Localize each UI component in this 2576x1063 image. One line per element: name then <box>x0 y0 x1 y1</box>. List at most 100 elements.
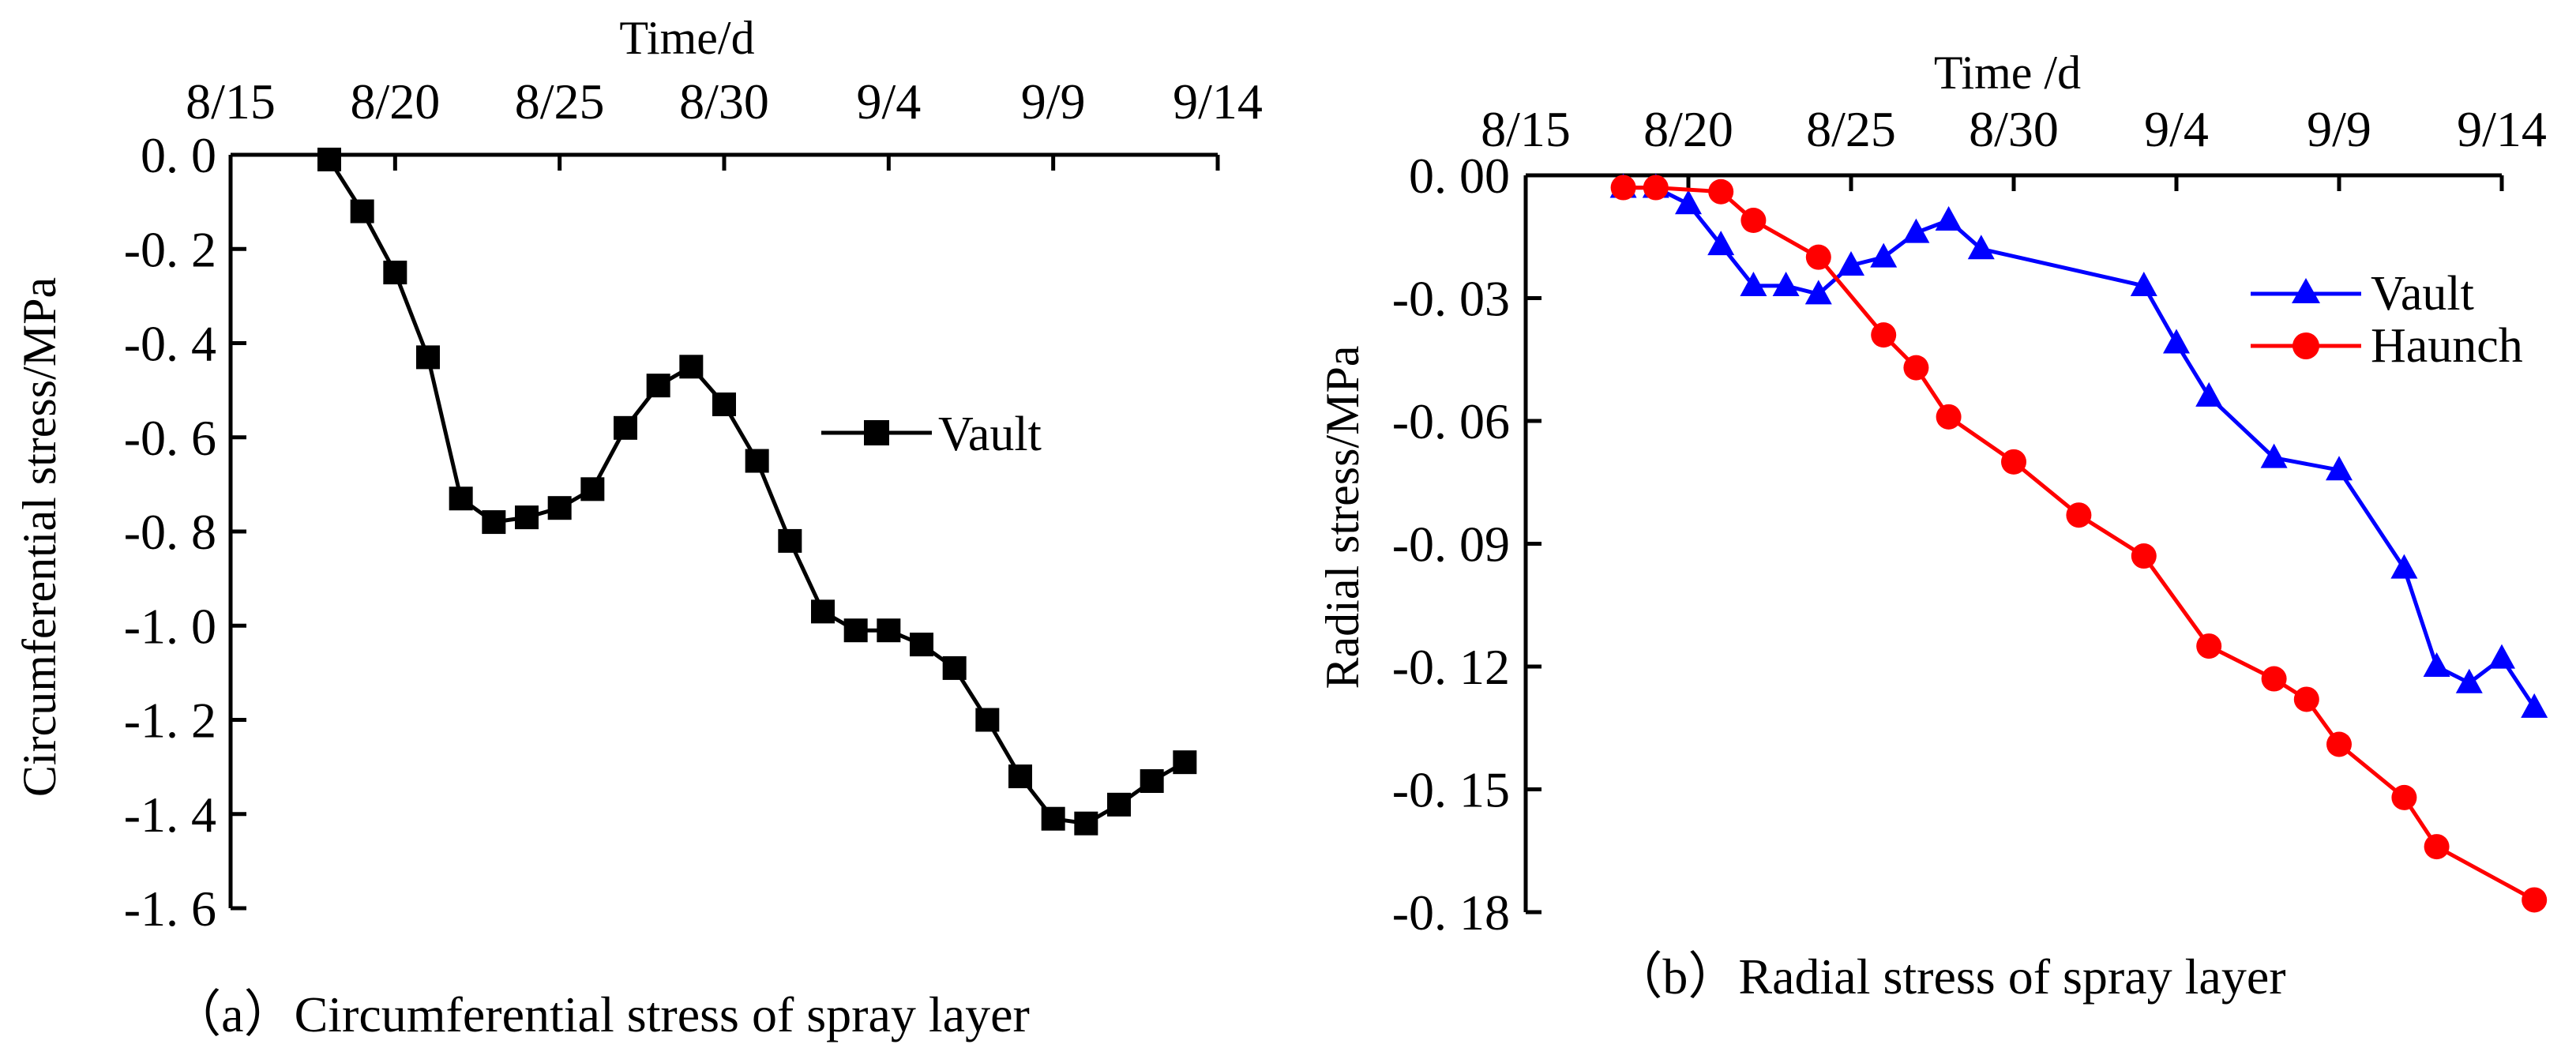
chart-b-vault-point <box>2260 443 2288 468</box>
chart-b-haunch-point <box>1936 404 1962 430</box>
chart-a-y-ticks: 0. 0 -0. 2 -0. 4 -0. 6 -0. 8 -1. 0 -1. 2 -1. 4 -… <box>124 127 246 937</box>
chart-a-vault-point <box>778 528 802 553</box>
chart-b-haunch-point <box>1708 178 1734 205</box>
chart-b-y-tick-label: 0. 00 <box>1409 148 1510 204</box>
chart-b-x-tick-label: 9/14 <box>2457 101 2547 157</box>
chart-a-legend: Vault <box>821 408 1042 461</box>
chart-a-circumferential-stress: Time/d Circumferential stress/MPa 8/15 8/… <box>13 12 1263 1042</box>
chart-b-x-tick-label: 8/25 <box>1806 101 1896 157</box>
chart-a-vault-point <box>745 449 769 473</box>
chart-a-y-tick-label: -0. 8 <box>124 504 216 560</box>
chart-b-vault-point <box>1967 235 1995 260</box>
chart-b-haunch-point <box>1740 208 1767 234</box>
chart-b-vault-point <box>1772 271 1800 296</box>
chart-a-vault-point <box>843 618 868 643</box>
chart-a-vault-point <box>1107 792 1131 817</box>
chart-a-axes <box>228 152 1218 908</box>
chart-b-radial-stress: Time /d Radial stress/MPa 8/15 8/20 8/25 8/… <box>1316 47 2548 1005</box>
chart-a-vault-point <box>1041 806 1065 831</box>
chart-b-vault-point <box>1902 218 1930 243</box>
chart-a-ylabel: Circumferential stress/MPa <box>13 277 66 797</box>
chart-b-vault-point <box>1740 271 1767 296</box>
chart-b-haunch-point <box>2131 543 2157 569</box>
chart-a-vault-point <box>614 415 637 440</box>
chart-a-x-tick-label: 9/4 <box>856 73 921 130</box>
chart-a-series <box>317 147 1197 836</box>
chart-b-caption: （b）Radial stress of spray layer <box>1612 948 2285 1005</box>
chart-b-x-ticks: 8/15 8/20 8/25 8/30 9/4 9/9 9/14 <box>1481 101 2547 191</box>
chart-a-vault-point <box>646 374 670 398</box>
chart-b-vault-point <box>2390 554 2418 579</box>
chart-b-legend-vault-label: Vault <box>2371 267 2474 321</box>
chart-b-legend-haunch-label: Haunch <box>2371 319 2523 373</box>
chart-b-vault-point <box>2326 456 2353 481</box>
chart-a-vault-point <box>1140 769 1164 794</box>
chart-a-vault-point <box>383 261 407 285</box>
chart-b-haunch-point <box>1643 175 1669 201</box>
chart-b-series <box>1609 173 2548 913</box>
chart-a-x-ticks: 8/15 8/20 8/25 8/30 9/4 9/9 9/14 <box>186 73 1263 171</box>
chart-a-vault-point <box>416 345 440 370</box>
chart-b-vault-point <box>2521 693 2548 718</box>
chart-b-haunch-point <box>2196 633 2222 659</box>
chart-a-vault-point <box>580 477 605 501</box>
chart-a-vault-point <box>712 393 736 417</box>
chart-b-vault-point <box>1935 206 1962 231</box>
chart-a-vault-point <box>877 618 901 643</box>
chart-b-y-ticks: 0. 00 -0. 03 -0. 06 -0. 09 -0. 12 -0. 15 -0. 1… <box>1392 148 1541 941</box>
chart-a-vault-point <box>679 355 704 379</box>
chart-a-vault-point <box>910 633 933 657</box>
chart-b-haunch-point <box>2293 686 2319 712</box>
chart-b-y-tick-label: -0. 12 <box>1392 639 1510 695</box>
chart-a-x-tick-label: 8/25 <box>515 73 605 130</box>
chart-b-legend-vault-marker <box>2292 278 2320 303</box>
chart-b-vault-point <box>1804 280 1832 305</box>
chart-a-caption: （a）Circumferential stress of spray layer <box>171 986 1030 1042</box>
chart-a-vault-point <box>942 655 967 680</box>
chart-b-vault-point <box>1675 190 1702 215</box>
chart-b-vault-point <box>1870 242 1898 268</box>
chart-a-y-tick-label: -0. 6 <box>124 410 216 466</box>
chart-a-legend-label: Vault <box>938 408 1042 461</box>
chart-b-y-tick-label: -0. 03 <box>1392 271 1510 327</box>
chart-a-x-tick-label: 8/15 <box>186 73 276 130</box>
chart-b-haunch-point <box>1871 322 1897 348</box>
chart-a-y-tick-label: -1. 0 <box>124 598 216 654</box>
chart-b-legend-haunch-marker <box>2292 332 2319 359</box>
chart-a-vault-point <box>317 147 341 171</box>
chart-a-y-tick-label: -1. 4 <box>124 787 216 843</box>
chart-b-vault-point <box>2195 381 2223 407</box>
chart-b-haunch-point <box>1610 175 1636 201</box>
chart-b-y-tick-label: -0. 18 <box>1392 885 1510 941</box>
chart-a-vault-point <box>1173 750 1197 775</box>
chart-b-x-tick-label: 9/9 <box>2307 101 2371 157</box>
chart-a-vault-point <box>515 505 539 530</box>
chart-b-vault-point <box>1838 251 1864 276</box>
chart-b-y-tick-label: -0. 15 <box>1392 762 1510 818</box>
chart-b-haunch-point <box>2066 502 2092 528</box>
chart-a-vault-point <box>482 510 506 535</box>
chart-a-vault-point <box>811 599 835 624</box>
chart-b-haunch-point <box>2424 834 2450 860</box>
chart-a-vault-point <box>350 199 374 223</box>
chart-a-vault-point <box>1008 764 1032 789</box>
chart-a-vault-point <box>1074 811 1098 836</box>
chart-a-xlabel: Time/d <box>619 12 754 64</box>
chart-a-y-tick-label: -1. 2 <box>124 693 216 749</box>
chart-b-vault-point <box>2130 271 2157 296</box>
chart-a-y-tick-label: -0. 2 <box>124 221 216 277</box>
chart-b-x-tick-label: 8/20 <box>1643 101 1733 157</box>
chart-b-x-tick-label: 8/30 <box>1969 101 2059 157</box>
chart-b-ylabel: Radial stress/MPa <box>1316 346 1369 689</box>
chart-b-haunch-point <box>2391 784 2417 810</box>
chart-b-vault-point <box>2423 652 2450 677</box>
chart-b-haunch-point <box>1805 244 1831 270</box>
chart-b-haunch-point <box>1903 355 1929 381</box>
chart-b-vault-point <box>2455 668 2483 693</box>
chart-b-series-vault-line <box>1623 186 2537 709</box>
chart-a-vault-point <box>547 496 572 520</box>
chart-b-haunch-point <box>2522 887 2548 913</box>
chart-b-vault-point <box>1707 231 1735 256</box>
